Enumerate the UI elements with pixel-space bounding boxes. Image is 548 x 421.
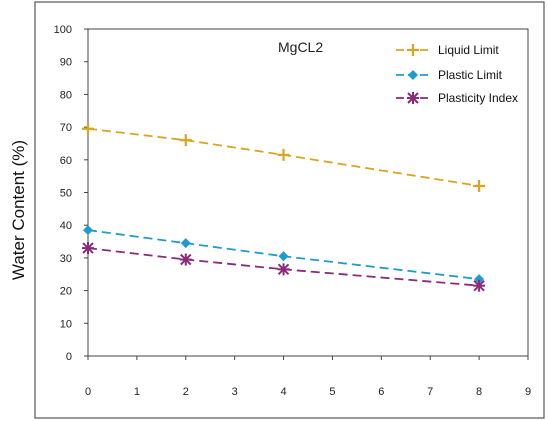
data-point <box>82 122 94 135</box>
x-tick-label: 6 <box>378 386 384 398</box>
y-tick-label: 50 <box>60 188 72 200</box>
legend-marker <box>407 44 419 56</box>
x-tick-label: 5 <box>329 386 335 398</box>
chart-title: MgCL2 <box>278 39 323 55</box>
x-tick-label: 2 <box>183 386 189 398</box>
data-point <box>473 179 486 192</box>
y-tick-label: 80 <box>60 89 72 101</box>
legend-label: Liquid Limit <box>438 43 499 57</box>
data-point <box>179 134 192 147</box>
x-tick-label: 0 <box>85 386 91 398</box>
legend-marker <box>408 70 418 80</box>
legend-marker <box>407 92 419 104</box>
legend: Liquid Limit Plastic Limit Plasticity Inde… <box>396 43 518 105</box>
data-point <box>82 242 94 255</box>
data-point <box>180 238 191 249</box>
x-tick-label: 1 <box>134 386 140 398</box>
data-point <box>277 148 290 161</box>
legend-label: Plastic Limit <box>438 68 503 82</box>
data-point <box>179 253 192 266</box>
x-tick-label: 9 <box>525 386 531 398</box>
y-tick-label: 10 <box>60 318 72 330</box>
marker-shape <box>474 274 485 285</box>
marker-shape <box>83 225 93 236</box>
data-point <box>277 263 290 276</box>
data-point <box>473 279 486 292</box>
y-tick-label: 60 <box>60 155 72 167</box>
y-tick-label: 90 <box>60 57 72 69</box>
y-axis-title: Water Content (%) <box>9 140 28 280</box>
chart-frame <box>34 1 545 419</box>
legend-label: Plasticity Index <box>438 91 518 105</box>
marker-shape <box>180 238 191 249</box>
y-tick-label: 20 <box>60 286 72 298</box>
series-line-2 <box>87 229 480 281</box>
series-line-3 <box>87 247 480 287</box>
data-point <box>278 251 289 262</box>
y-tick-label: 0 <box>66 351 72 363</box>
x-tick-label: 8 <box>476 386 482 398</box>
y-tick-label: 100 <box>54 24 72 36</box>
y-tick-label: 70 <box>60 122 72 134</box>
plot-area: 0 10 20 30 40 50 60 70 80 90 100 0 1 2 3 4 5 6 7 8 9 <box>54 24 531 398</box>
marker-shape <box>278 251 289 262</box>
y-tick-label: 40 <box>60 220 72 232</box>
data-point <box>474 274 485 285</box>
marker-shape <box>408 70 418 80</box>
x-tick-label: 7 <box>427 386 433 398</box>
x-tick-label: 4 <box>280 386 286 398</box>
y-tick-label: 30 <box>60 253 72 265</box>
series-line-1 <box>87 127 480 187</box>
x-tick-label: 3 <box>232 386 238 398</box>
data-point <box>83 225 93 236</box>
